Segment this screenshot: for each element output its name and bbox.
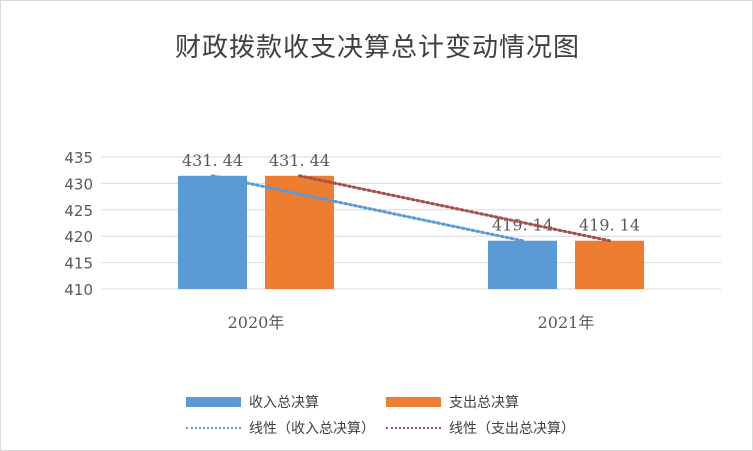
- y-tick-label: 430: [64, 175, 93, 193]
- y-tick-label: 420: [64, 228, 93, 246]
- legend-swatch-expense: [386, 397, 441, 407]
- legend-label-expense-trend: 线性（支出总决算）: [449, 421, 575, 437]
- legend-item-expense-trend: 线性（支出总决算）: [386, 418, 575, 438]
- legend-swatch-income: [186, 397, 241, 407]
- legend-item-income-trend: 线性（收入总决算）: [186, 418, 375, 438]
- data-label: 431. 44: [269, 151, 330, 170]
- bar-expense: [265, 175, 334, 289]
- trendline-income: [211, 174, 524, 243]
- data-label: 419. 14: [579, 216, 640, 235]
- legend-label-income: 收入总决算: [249, 395, 319, 411]
- y-tick-label: 415: [64, 255, 93, 273]
- legend-label-income-trend: 线性（收入总决算）: [249, 421, 375, 437]
- legend: 收入总决算 支出总决算 线性（收入总决算） 线性（支出总决算）: [186, 392, 606, 444]
- legend-swatch-expense-trend: [386, 427, 441, 429]
- y-tick-label: 410: [64, 281, 93, 299]
- data-label: 431. 44: [182, 151, 243, 170]
- plot-area: 410 415 420 425 430 435 431. 44 431. 44 419. 14…: [64, 149, 721, 332]
- x-tick-label: 2020年: [228, 313, 285, 332]
- trendline-expense: [298, 174, 611, 243]
- legend-swatch-income-trend: [186, 427, 241, 429]
- y-tick-label: 435: [64, 149, 93, 167]
- bar-income: [178, 175, 247, 289]
- bar-income: [488, 240, 557, 289]
- chart-title: 财政拨款收支决算总计变动情况图: [174, 33, 580, 63]
- legend-item-income: 收入总决算: [186, 392, 319, 412]
- x-tick-label: 2021年: [538, 313, 595, 332]
- legend-label-expense: 支出总决算: [449, 395, 519, 411]
- y-tick-label: 425: [64, 202, 93, 220]
- legend-item-expense: 支出总决算: [386, 392, 519, 412]
- bar-expense: [575, 240, 644, 289]
